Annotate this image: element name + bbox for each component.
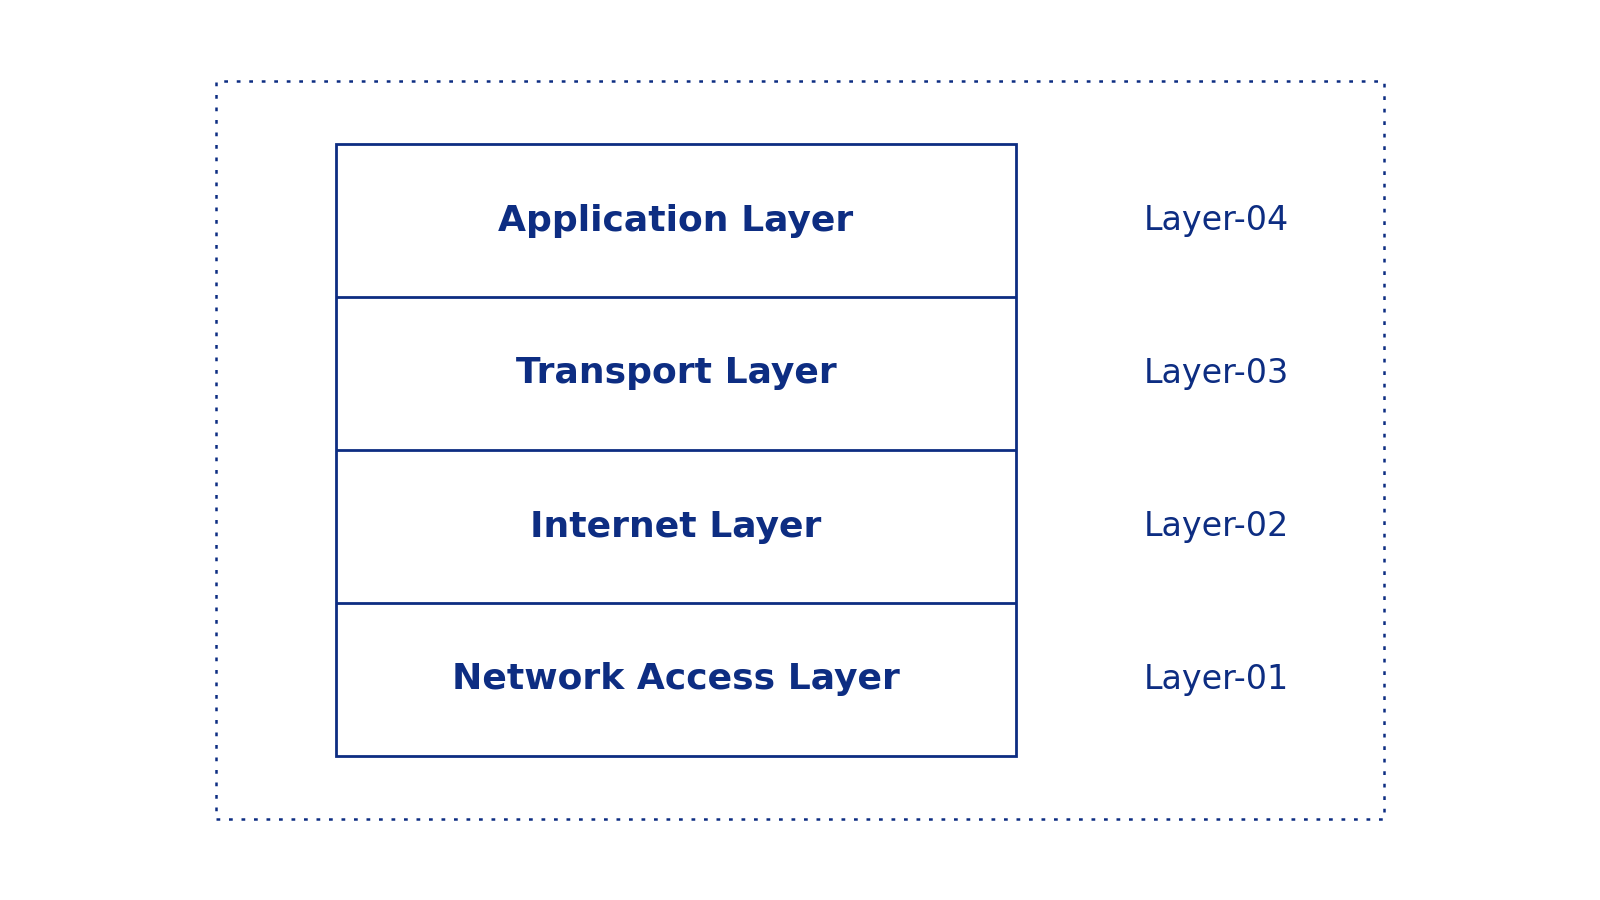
Text: Network Access Layer: Network Access Layer <box>453 662 899 697</box>
Text: Layer-02: Layer-02 <box>1144 510 1288 543</box>
Text: Layer-04: Layer-04 <box>1144 204 1288 237</box>
Text: Transport Layer: Transport Layer <box>515 356 837 391</box>
Text: Layer-01: Layer-01 <box>1144 663 1288 696</box>
Text: Application Layer: Application Layer <box>498 203 854 238</box>
Text: Layer-03: Layer-03 <box>1144 357 1288 390</box>
Bar <box>216 81 1384 819</box>
Bar <box>336 144 1016 756</box>
Text: Internet Layer: Internet Layer <box>530 509 822 544</box>
